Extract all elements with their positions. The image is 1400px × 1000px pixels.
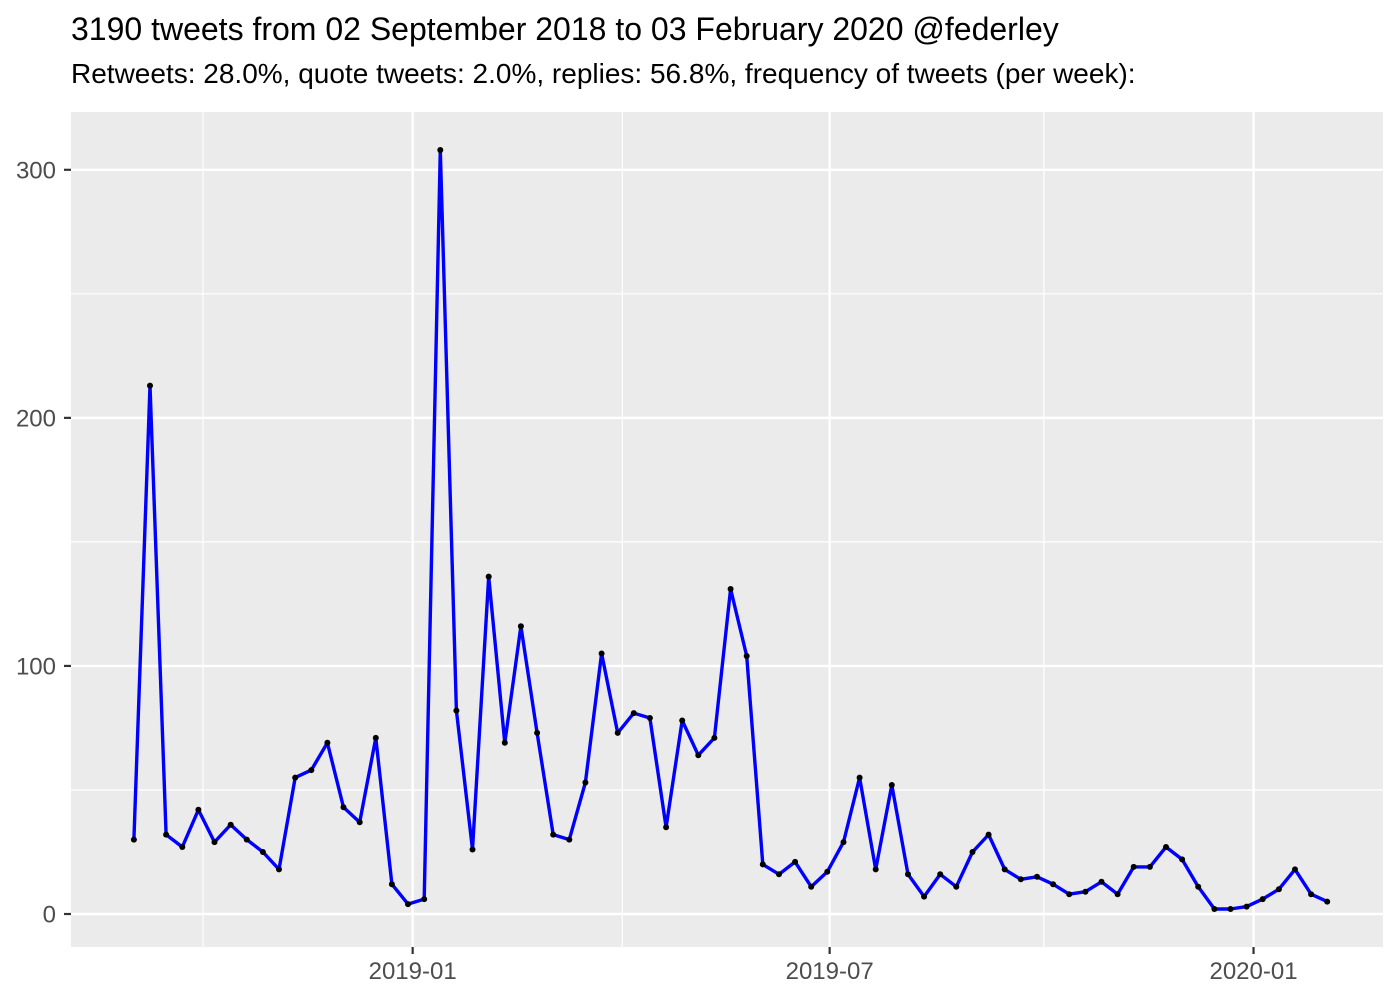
y-tick-label: 100: [16, 653, 56, 680]
data-point: [211, 839, 218, 846]
data-point: [921, 893, 928, 900]
data-point: [1066, 891, 1073, 898]
data-point: [1259, 896, 1266, 903]
x-tick-label: 2020-01: [1209, 958, 1297, 985]
data-point: [1001, 866, 1008, 873]
data-point: [1211, 906, 1218, 912]
data-point: [776, 871, 782, 878]
data-point: [985, 831, 992, 838]
data-point: [1243, 903, 1250, 910]
data-point: [679, 717, 686, 724]
data-point: [550, 831, 557, 838]
x-tick-label: 2019-01: [369, 958, 457, 985]
y-tick-label: 300: [16, 157, 56, 184]
data-point: [1324, 898, 1331, 905]
data-point: [1082, 888, 1089, 895]
data-point: [1163, 844, 1169, 850]
y-tick-label: 200: [16, 405, 56, 432]
data-point: [727, 586, 734, 592]
data-point: [195, 806, 202, 813]
data-point: [534, 729, 541, 736]
data-point: [356, 819, 363, 826]
data-point: [566, 836, 573, 843]
data-point: [1130, 863, 1137, 870]
data-point: [1146, 863, 1153, 870]
data-point: [1017, 876, 1024, 883]
data-point: [888, 782, 895, 788]
data-point: [695, 752, 702, 759]
data-point: [759, 861, 766, 868]
data-point: [1098, 878, 1105, 885]
data-point: [1179, 856, 1186, 863]
data-point: [598, 650, 605, 657]
data-point: [953, 883, 960, 890]
data-point: [372, 734, 379, 741]
data-point: [1034, 873, 1040, 880]
data-point: [840, 839, 847, 846]
data-point: [324, 739, 331, 746]
data-point: [485, 573, 492, 580]
data-point: [147, 382, 153, 389]
data-point: [179, 844, 186, 850]
data-point: [1275, 886, 1282, 893]
data-point: [711, 734, 718, 741]
data-point: [340, 804, 347, 811]
data-point: [582, 779, 589, 786]
data-point: [743, 653, 750, 659]
y-tick-label: 0: [43, 902, 56, 929]
data-point: [130, 836, 137, 843]
data-point: [646, 715, 653, 721]
data-point: [453, 707, 460, 714]
data-point: [1050, 881, 1057, 888]
data-point: [437, 147, 444, 153]
data-point: [630, 710, 637, 717]
data-point: [517, 623, 524, 630]
plot-panel: [71, 112, 1383, 947]
data-point: [663, 824, 670, 831]
data-point: [388, 881, 395, 888]
data-point: [905, 871, 911, 878]
data-point: [421, 896, 428, 903]
data-point: [405, 901, 411, 908]
chart-title: 3190 tweets from 02 September 2018 to 03…: [71, 11, 1059, 47]
data-point: [1292, 866, 1298, 873]
data-point: [792, 858, 799, 865]
chart-subtitle: Retweets: 28.0%, quote tweets: 2.0%, rep…: [71, 58, 1136, 89]
data-point: [292, 774, 299, 781]
data-point: [308, 767, 315, 774]
data-point: [1114, 891, 1121, 898]
data-point: [259, 849, 266, 855]
data-point: [276, 866, 282, 873]
data-point: [937, 871, 944, 878]
data-point: [1227, 906, 1234, 912]
data-point: [824, 868, 831, 875]
x-tick-label: 2019-07: [786, 958, 874, 985]
data-point: [1195, 883, 1202, 890]
data-point: [163, 831, 170, 838]
data-point: [969, 849, 976, 855]
data-point: [856, 774, 863, 781]
data-point: [243, 836, 250, 843]
data-point: [469, 846, 476, 853]
data-point: [1308, 891, 1315, 898]
data-point: [614, 729, 621, 736]
data-point: [501, 739, 508, 746]
data-point: [808, 883, 815, 890]
data-point: [227, 821, 234, 828]
data-point: [872, 866, 879, 873]
